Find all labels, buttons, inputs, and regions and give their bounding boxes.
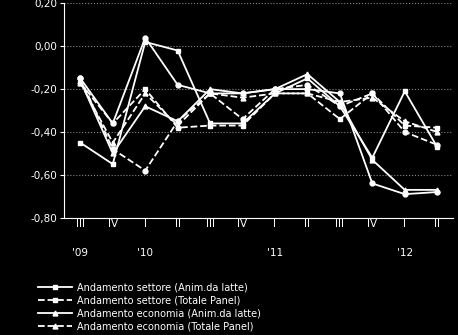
Andamento settore (Anim.da latte) xyxy=(305,76,310,80)
Andamento economia (Totale Panel) xyxy=(142,91,148,95)
Legend: Andamento settore (Anim.da latte), Andamento settore (Totale Panel), Andamento e: Andamento settore (Anim.da latte), Andam… xyxy=(38,283,261,335)
Attese economia (Anim.da latte) xyxy=(77,76,83,80)
Andamento settore (Anim.da latte) xyxy=(402,89,408,93)
Andamento economia (Totale Panel) xyxy=(402,119,408,123)
Text: '12: '12 xyxy=(397,248,413,258)
Attese economia (Totale Panel) xyxy=(175,119,180,123)
Attese economia (Totale Panel) xyxy=(142,169,148,173)
Text: '11: '11 xyxy=(267,248,283,258)
Attese economia (Anim.da latte) xyxy=(142,36,148,40)
Andamento settore (Anim.da latte) xyxy=(337,104,343,108)
Andamento settore (Totale Panel) xyxy=(240,124,245,128)
Attese economia (Anim.da latte) xyxy=(402,192,408,196)
Andamento settore (Anim.da latte) xyxy=(207,121,213,125)
Andamento economia (Totale Panel) xyxy=(435,130,440,134)
Attese economia (Totale Panel) xyxy=(370,91,375,95)
Attese economia (Totale Panel) xyxy=(77,76,83,80)
Andamento settore (Anim.da latte) xyxy=(110,162,115,166)
Line: Attese economia (Anim.da latte): Attese economia (Anim.da latte) xyxy=(78,35,440,197)
Andamento settore (Totale Panel) xyxy=(207,124,213,128)
Andamento economia (Anim.da latte) xyxy=(305,72,310,76)
Andamento economia (Totale Panel) xyxy=(110,141,115,145)
Line: Andamento economia (Anim.da latte): Andamento economia (Anim.da latte) xyxy=(78,72,440,192)
Attese economia (Anim.da latte) xyxy=(110,121,115,125)
Line: Andamento economia (Totale Panel): Andamento economia (Totale Panel) xyxy=(78,80,440,145)
Andamento settore (Totale Panel) xyxy=(142,87,148,91)
Andamento economia (Totale Panel) xyxy=(175,124,180,128)
Attese economia (Totale Panel) xyxy=(272,87,278,91)
Andamento economia (Anim.da latte) xyxy=(110,151,115,155)
Andamento settore (Totale Panel) xyxy=(272,91,278,95)
Attese economia (Anim.da latte) xyxy=(305,87,310,91)
Andamento economia (Anim.da latte) xyxy=(435,188,440,192)
Attese economia (Totale Panel) xyxy=(110,147,115,151)
Andamento settore (Totale Panel) xyxy=(305,91,310,95)
Attese economia (Anim.da latte) xyxy=(240,91,245,95)
Andamento settore (Anim.da latte) xyxy=(272,91,278,95)
Andamento economia (Anim.da latte) xyxy=(142,104,148,108)
Andamento economia (Anim.da latte) xyxy=(337,100,343,104)
Andamento settore (Anim.da latte) xyxy=(77,141,83,145)
Attese economia (Totale Panel) xyxy=(435,143,440,147)
Andamento economia (Totale Panel) xyxy=(370,96,375,100)
Andamento settore (Totale Panel) xyxy=(337,117,343,121)
Line: Attese economia (Totale Panel): Attese economia (Totale Panel) xyxy=(78,76,440,173)
Andamento settore (Anim.da latte) xyxy=(142,40,148,44)
Andamento economia (Totale Panel) xyxy=(305,91,310,95)
Andamento settore (Totale Panel) xyxy=(435,126,440,130)
Attese economia (Anim.da latte) xyxy=(272,87,278,91)
Andamento settore (Totale Panel) xyxy=(402,124,408,128)
Andamento economia (Totale Panel) xyxy=(207,91,213,95)
Andamento economia (Anim.da latte) xyxy=(175,119,180,123)
Andamento economia (Anim.da latte) xyxy=(240,91,245,95)
Andamento economia (Anim.da latte) xyxy=(402,188,408,192)
Andamento economia (Anim.da latte) xyxy=(370,158,375,162)
Andamento settore (Anim.da latte) xyxy=(175,49,180,53)
Andamento settore (Totale Panel) xyxy=(370,91,375,95)
Andamento settore (Totale Panel) xyxy=(77,81,83,85)
Attese economia (Totale Panel) xyxy=(305,83,310,87)
Attese economia (Anim.da latte) xyxy=(175,83,180,87)
Andamento settore (Anim.da latte) xyxy=(370,156,375,160)
Andamento economia (Totale Panel) xyxy=(337,100,343,104)
Attese economia (Anim.da latte) xyxy=(435,190,440,194)
Text: '09: '09 xyxy=(72,248,88,258)
Attese economia (Totale Panel) xyxy=(402,130,408,134)
Attese economia (Anim.da latte) xyxy=(207,91,213,95)
Attese economia (Totale Panel) xyxy=(240,117,245,121)
Andamento economia (Totale Panel) xyxy=(272,91,278,95)
Line: Andamento settore (Totale Panel): Andamento settore (Totale Panel) xyxy=(78,80,440,130)
Andamento economia (Anim.da latte) xyxy=(272,87,278,91)
Attese economia (Anim.da latte) xyxy=(370,182,375,186)
Line: Andamento settore (Anim.da latte): Andamento settore (Anim.da latte) xyxy=(78,40,440,166)
Andamento economia (Anim.da latte) xyxy=(207,87,213,91)
Andamento settore (Anim.da latte) xyxy=(240,121,245,125)
Attese economia (Totale Panel) xyxy=(337,104,343,108)
Andamento settore (Totale Panel) xyxy=(110,121,115,125)
Andamento settore (Anim.da latte) xyxy=(435,145,440,149)
Text: '10: '10 xyxy=(137,248,153,258)
Attese economia (Totale Panel) xyxy=(207,91,213,95)
Andamento economia (Anim.da latte) xyxy=(77,78,83,82)
Andamento economia (Totale Panel) xyxy=(240,96,245,100)
Andamento settore (Totale Panel) xyxy=(175,126,180,130)
Andamento economia (Totale Panel) xyxy=(77,81,83,85)
Attese economia (Anim.da latte) xyxy=(337,91,343,95)
